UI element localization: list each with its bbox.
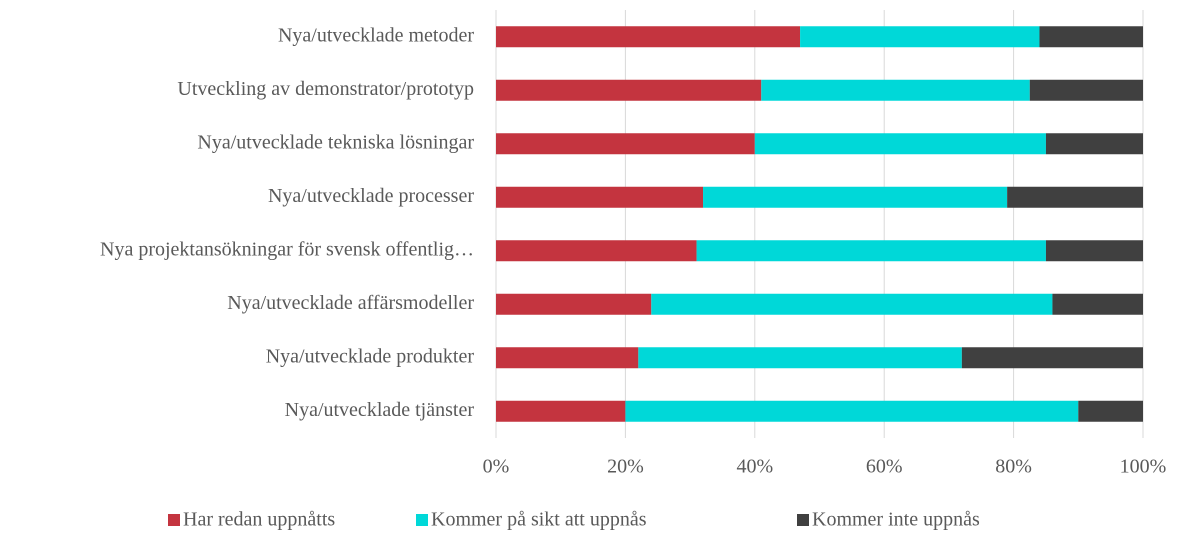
bar-segment — [651, 293, 1053, 315]
bar-segment — [496, 133, 755, 155]
x-tick-label: 0% — [483, 456, 510, 478]
bar-segment — [800, 26, 1040, 48]
bar-segment — [496, 26, 801, 48]
legend-label: Har redan uppnåtts — [183, 509, 335, 531]
x-tick-label: 60% — [866, 456, 903, 478]
bar-segment — [1045, 133, 1143, 155]
bar-segment — [496, 400, 626, 422]
x-tick-label: 20% — [607, 456, 644, 478]
bar-segment — [696, 240, 1046, 262]
bar-segment — [496, 186, 704, 208]
bar-segment — [761, 79, 1030, 101]
bar-segment — [1029, 79, 1143, 101]
bar-segment — [1078, 400, 1143, 422]
category-label: Utveckling av demonstrator/prototyp — [177, 78, 474, 100]
bar-segment — [961, 347, 1143, 369]
category-label: Nya/utvecklade produkter — [266, 345, 475, 367]
category-label: Nya/utvecklade metoder — [278, 24, 474, 46]
bar-segment — [625, 400, 1079, 422]
bar-segment — [703, 186, 1008, 208]
category-label: Nya/utvecklade tekniska lösningar — [197, 131, 474, 153]
category-label: Nya/utvecklade affärsmodeller — [227, 292, 474, 314]
category-label: Nya projektansökningar för svensk offent… — [100, 238, 474, 260]
legend-label: Kommer inte uppnås — [812, 509, 980, 531]
legend-label: Kommer på sikt att uppnås — [431, 509, 647, 531]
x-tick-label: 40% — [736, 456, 773, 478]
bar-segment — [496, 240, 697, 262]
bar-segment — [496, 293, 652, 315]
category-label: Nya/utvecklade processer — [268, 185, 474, 207]
bar-segment — [1007, 186, 1143, 208]
bar-segment — [1045, 240, 1143, 262]
bar-segment — [1052, 293, 1143, 315]
bar-segment — [496, 347, 639, 369]
bar-segment — [496, 79, 762, 101]
legend-swatch — [416, 514, 428, 526]
x-tick-label: 80% — [995, 456, 1032, 478]
bar-segment — [1039, 26, 1143, 48]
bar-segment — [638, 347, 962, 369]
bar-segment — [754, 133, 1046, 155]
category-label: Nya/utvecklade tjänster — [285, 399, 475, 421]
x-tick-label: 100% — [1120, 456, 1167, 478]
legend-swatch — [168, 514, 180, 526]
legend-swatch — [797, 514, 809, 526]
